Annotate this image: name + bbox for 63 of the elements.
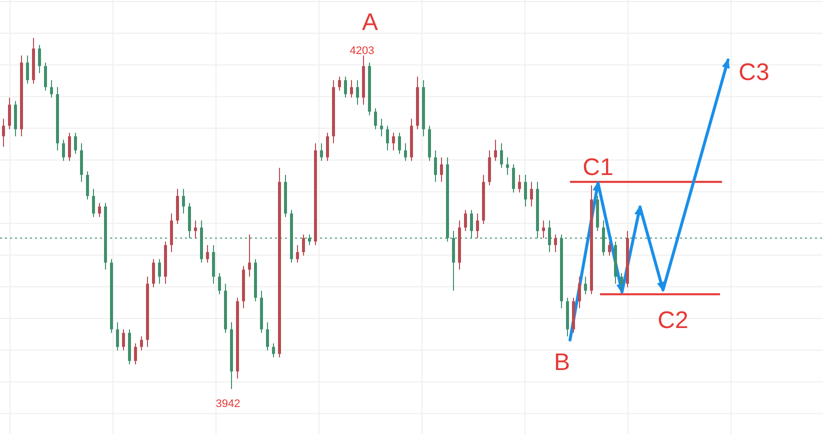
candlestick: [134, 342, 137, 365]
candlestick: [392, 132, 395, 151]
candlestick: [512, 164, 515, 193]
candlestick: [122, 328, 125, 351]
candlestick: [476, 213, 479, 239]
candlestick: [26, 55, 29, 84]
candlestick: [440, 156, 443, 182]
candlestick: [464, 209, 467, 232]
candlestick: [8, 97, 11, 130]
candlestick: [68, 132, 71, 162]
candlestick: [554, 234, 557, 253]
candlestick: [152, 258, 155, 288]
candlestick: [524, 174, 527, 207]
candlestick: [116, 322, 119, 351]
candlestick: [506, 156, 509, 176]
candlestick: [194, 220, 197, 239]
candlestick: [86, 170, 89, 200]
candlestick: [248, 234, 251, 278]
candlestick: [272, 342, 275, 358]
candlestick: [50, 80, 53, 98]
candlestick: [218, 272, 221, 295]
candlestick: [386, 125, 389, 151]
candlestick: [608, 241, 611, 256]
text: 3942: [216, 398, 240, 410]
candlestick: [74, 132, 77, 154]
annotation: B: [554, 349, 570, 376]
candlestick: [344, 76, 347, 98]
candlestick: [518, 174, 521, 193]
candlestick: [296, 244, 299, 264]
candlestick: [542, 220, 545, 239]
candlestick: [530, 181, 533, 207]
candlestick: [620, 272, 623, 292]
candlestick: [206, 244, 209, 264]
candlestick: [140, 336, 143, 351]
candlestick: [356, 80, 359, 106]
candlestick: [266, 322, 269, 351]
candlestick: [350, 80, 353, 98]
candlestick: [500, 142, 503, 168]
candlestick: [38, 44, 41, 74]
candlestick: [374, 108, 377, 130]
candlestick: [578, 276, 581, 309]
candlestick: [92, 188, 95, 218]
candlestick: [584, 276, 587, 295]
candlestick: [182, 188, 185, 214]
annotation: 4203: [350, 45, 374, 57]
candlestick: [434, 150, 437, 182]
candlestick: [326, 132, 329, 162]
text: C3: [738, 59, 770, 86]
candlestick: [302, 234, 305, 256]
candlestick: [320, 142, 323, 162]
ref-line-label: C1: [582, 154, 614, 181]
candlestick: [98, 202, 101, 218]
candlestick: [494, 139, 497, 162]
candlestick: [62, 139, 65, 162]
candlestick: [158, 258, 161, 284]
candlestick: [404, 142, 407, 162]
candlestick: [44, 62, 47, 92]
candlestick: [380, 118, 383, 137]
ref-line-label: C2: [658, 307, 688, 334]
candlestick: [2, 118, 5, 148]
candlestick: [398, 132, 401, 154]
candlestick: [338, 76, 341, 92]
text: A: [362, 9, 378, 36]
